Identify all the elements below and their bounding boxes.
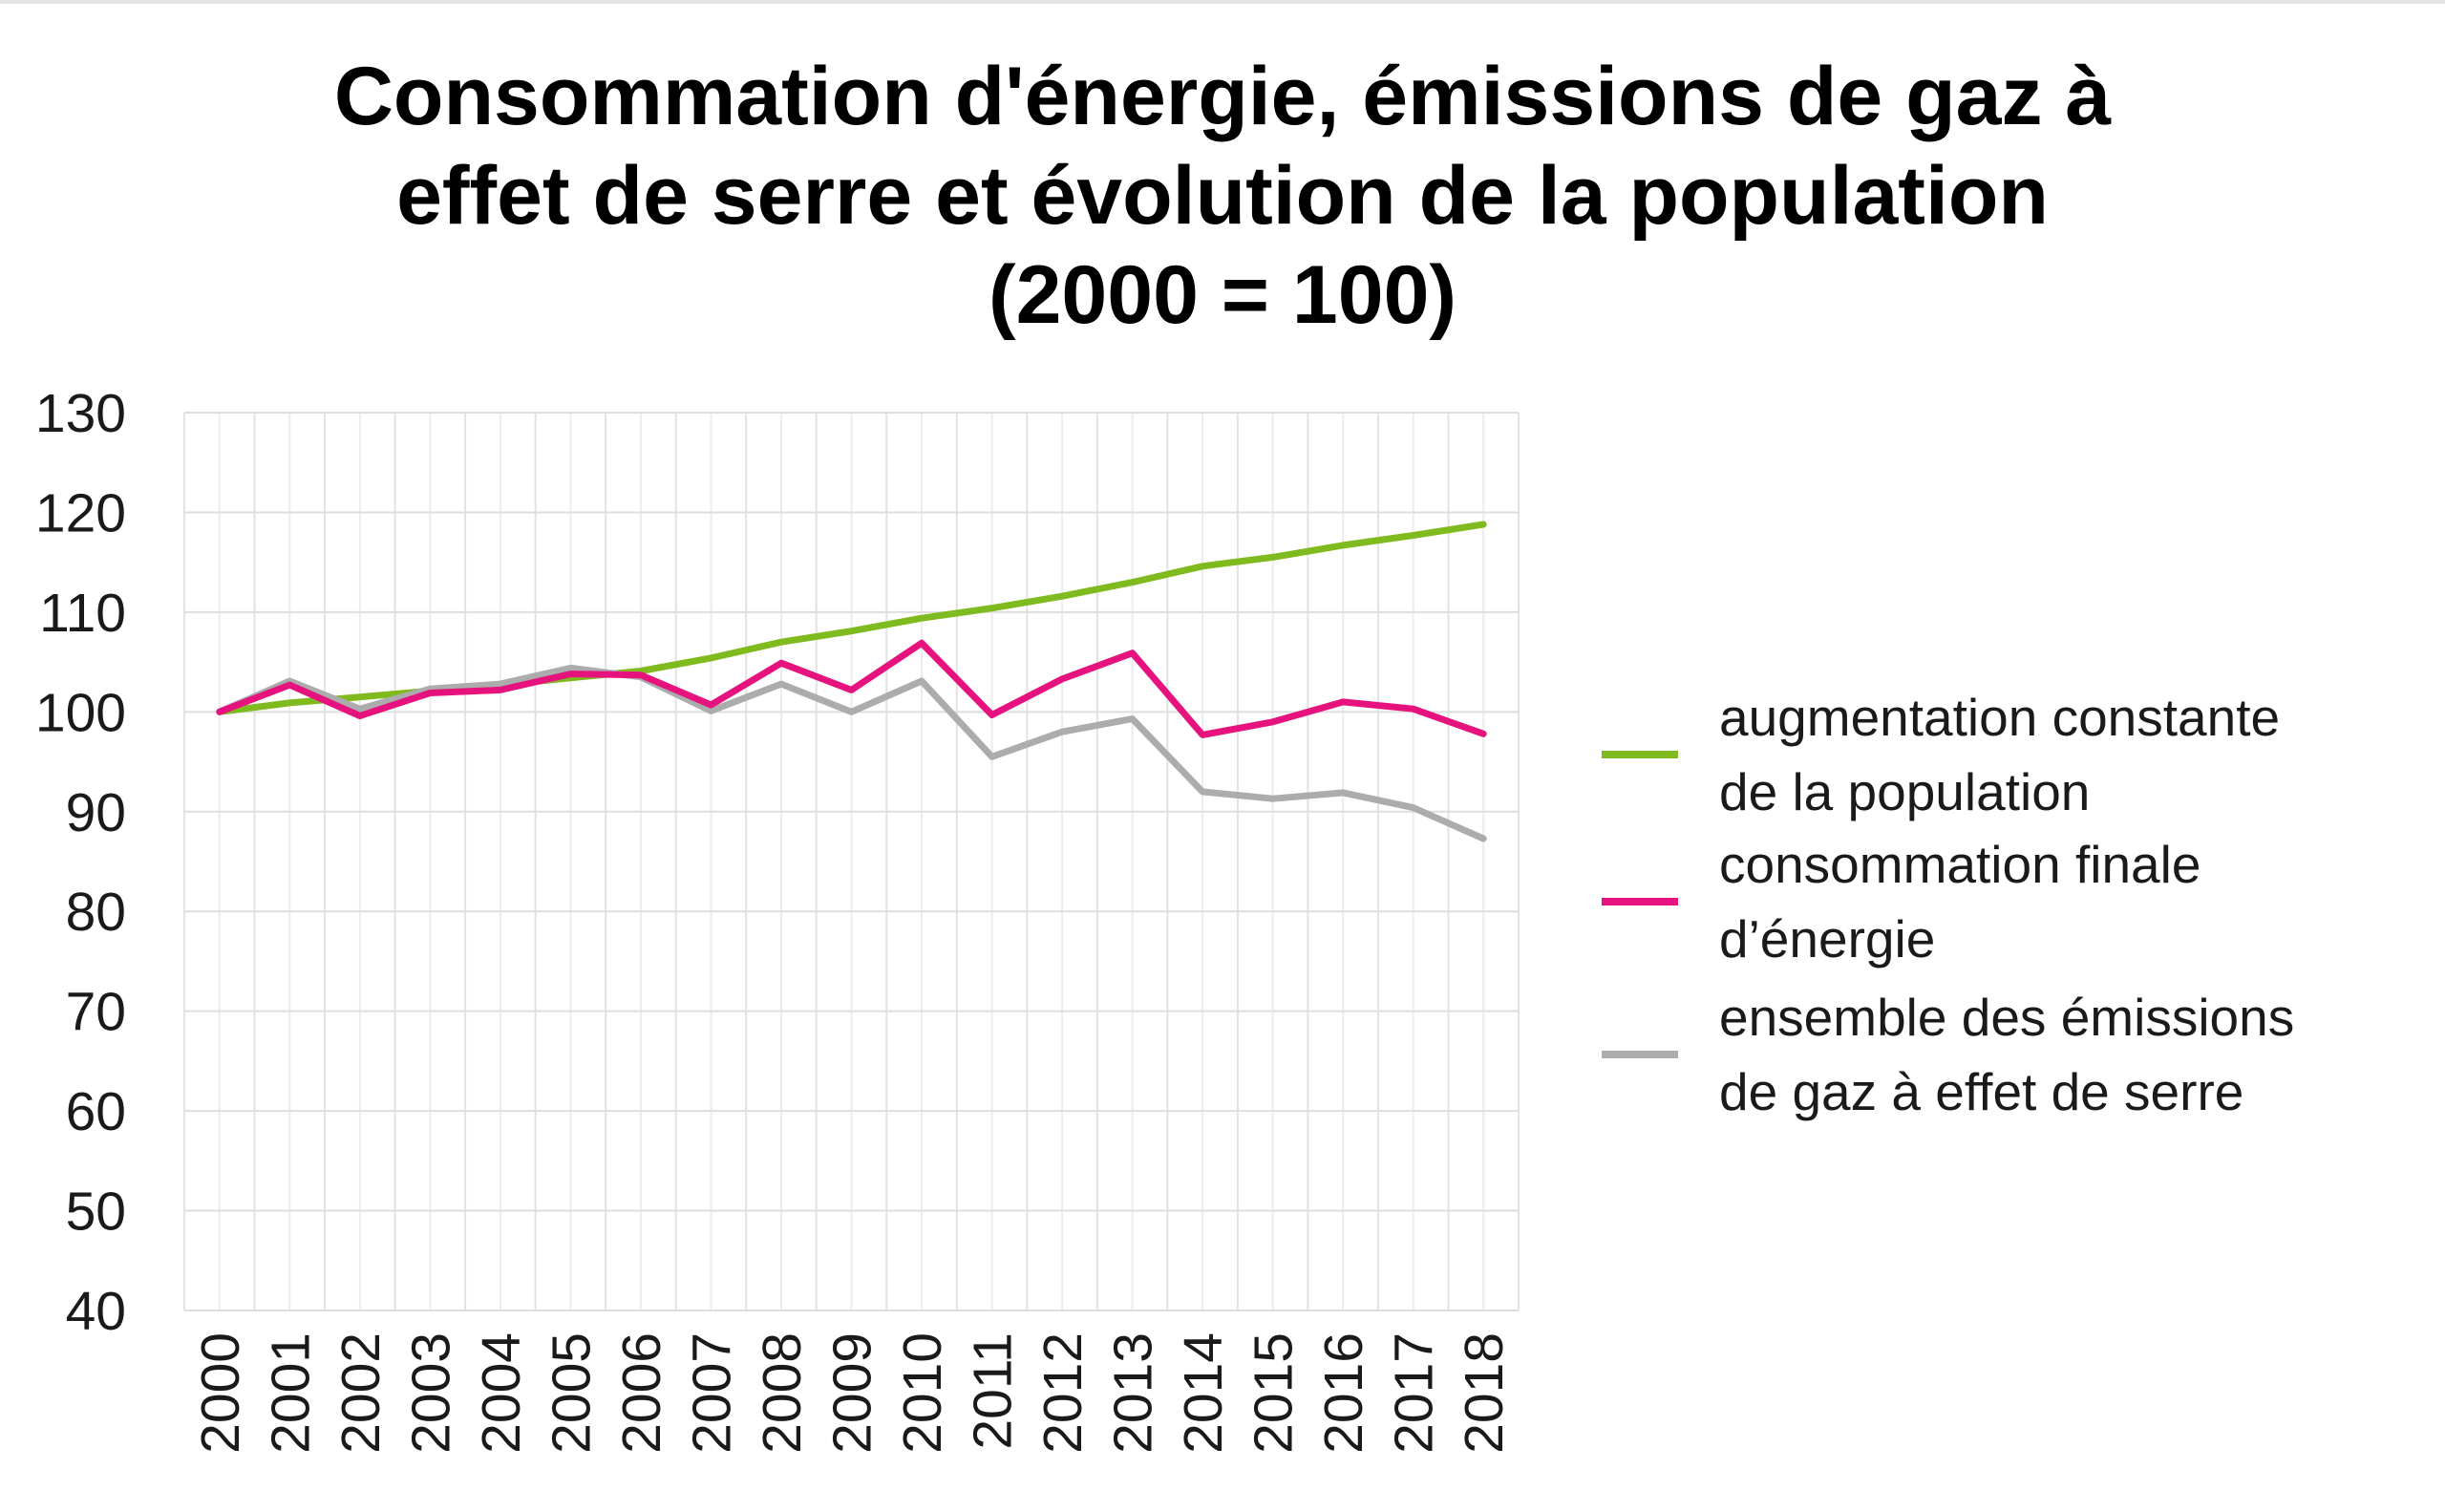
y-tick-label: 130 [35,383,126,444]
x-tick-label: 2004 [471,1332,532,1454]
chart-title-line-1: Consommation d'énergie, émissions de gaz… [334,51,2113,142]
x-tick-label: 2008 [752,1332,813,1454]
legend-label-line: de gaz à effet de serre [1719,1062,2243,1121]
x-tick-label: 2017 [1384,1332,1445,1454]
x-tick-label: 2002 [330,1332,392,1454]
x-tick-label: 2005 [541,1332,602,1454]
legend-item-1: augmentation constante de la population [1602,688,2280,821]
x-tick-label: 2013 [1103,1332,1164,1454]
y-tick-label: 60 [66,1081,126,1142]
top-border-rule [0,0,2445,4]
x-tick-label: 2009 [822,1332,883,1454]
x-tick-label: 2001 [260,1332,321,1454]
x-tick-label: 2015 [1244,1332,1305,1454]
x-tick-label: 2010 [892,1332,953,1454]
y-tick-label: 110 [39,583,126,644]
plot-area: 130 120 110 100 90 80 70 60 50 40 2000 2001 2002 2003… [35,383,1520,1454]
legend-label-line: consommation finale [1719,835,2200,894]
y-tick-label: 50 [66,1182,126,1243]
legend-label-line: d’énergie [1719,909,1935,969]
x-tick-label: 2000 [190,1332,251,1454]
x-tick-label: 2018 [1454,1332,1515,1454]
legend-label-line: ensemble des émissions [1719,988,2294,1047]
x-tick-label: 2003 [400,1332,461,1454]
x-tick-label: 2012 [1032,1332,1094,1454]
chart-title: Consommation d'énergie, émissions de gaz… [334,51,2113,341]
y-tick-label: 80 [66,882,126,943]
series-line-2 [216,639,1487,738]
chart-title-line-2: effet de serre et évolution de la popula… [396,150,2049,242]
x-tick-label: 2016 [1313,1332,1374,1454]
x-tick-label: 2014 [1173,1332,1234,1454]
y-tick-label: 120 [35,482,126,543]
y-tick-label: 90 [66,782,126,843]
legend-item-3: ensemble des émissions de gaz à effet de … [1602,988,2294,1121]
y-tick-label: 40 [66,1281,126,1342]
x-tick-label: 2011 [963,1332,1024,1450]
legend-label-line: augmentation constante [1719,688,2280,747]
legend: augmentation constante de la population co… [1602,688,2294,1121]
series-line-3 [216,664,1487,842]
x-tick-label: 2006 [611,1332,672,1454]
y-tick-label: 70 [66,982,126,1043]
legend-item-2: consommation finale d’énergie [1602,835,2200,969]
x-tick-label: 2007 [681,1332,742,1454]
y-tick-label: 100 [35,682,126,743]
legend-label-line: de la population [1719,762,2090,821]
chart-title-line-3: (2000 = 100) [989,249,1456,341]
